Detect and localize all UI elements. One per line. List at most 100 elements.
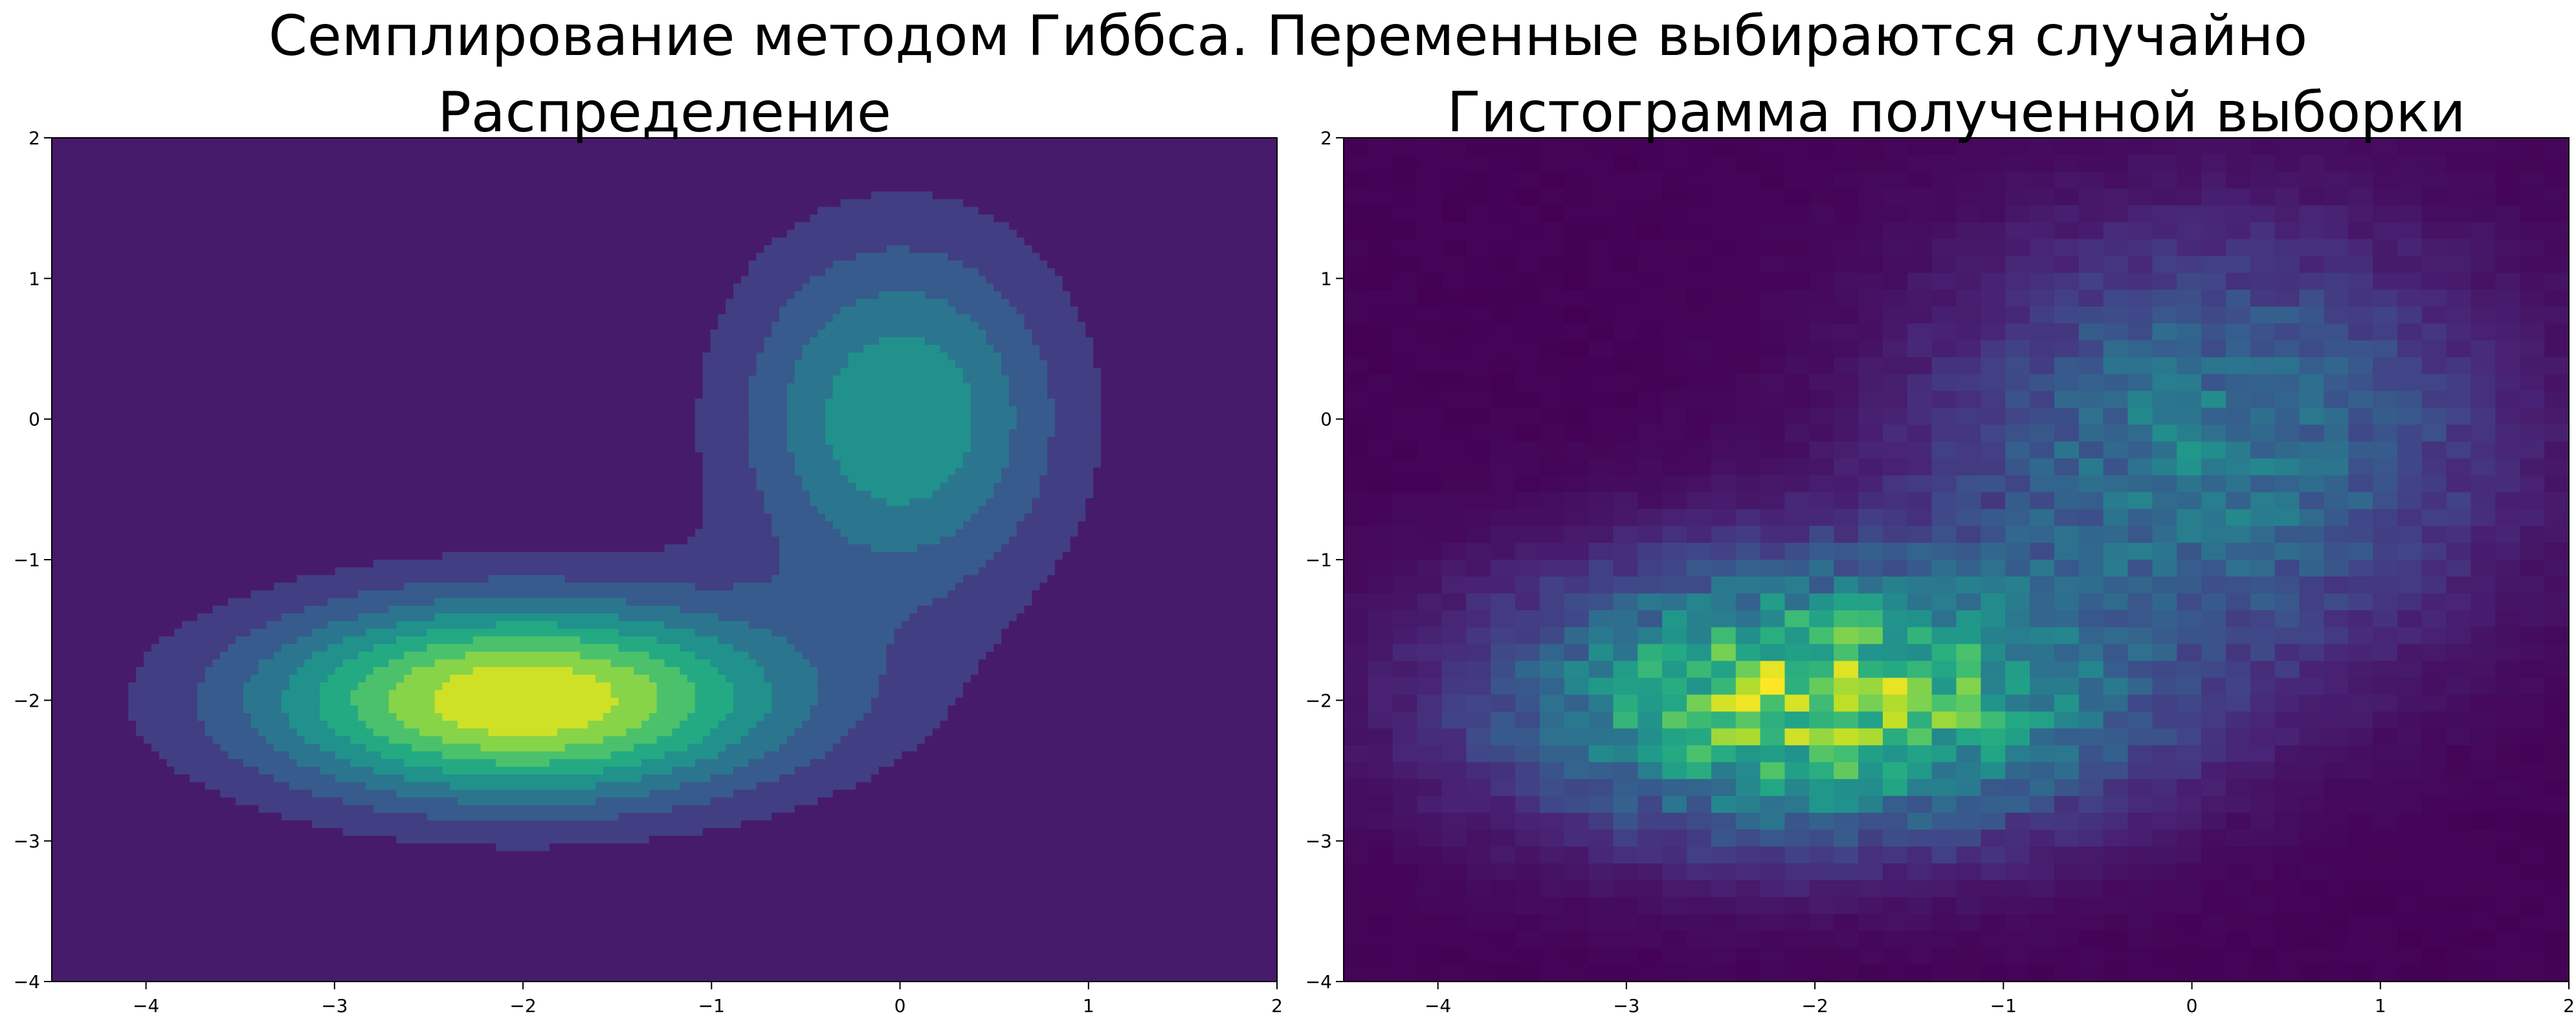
y-tick-label: −2: [14, 690, 40, 711]
histogram-bin: [1417, 728, 1443, 746]
histogram-bin: [1784, 492, 1810, 510]
histogram-bin: [1882, 593, 1908, 611]
histogram-bin: [1539, 306, 1565, 324]
histogram-bin: [1368, 880, 1393, 898]
histogram-bin: [1466, 762, 1491, 780]
histogram-bin: [2274, 745, 2300, 763]
histogram-bin: [2544, 188, 2570, 206]
histogram-bin: [2177, 222, 2202, 240]
histogram-bin: [1956, 576, 1981, 594]
histogram-bin: [1662, 205, 1687, 223]
histogram-bin: [1981, 661, 2006, 679]
histogram-bin: [1515, 542, 1540, 560]
histogram-bin: [1784, 138, 1810, 155]
contour-band-level-3: [388, 606, 680, 614]
histogram-bin: [2078, 576, 2104, 594]
histogram-bin: [2348, 272, 2373, 291]
histogram-bin: [1491, 863, 1516, 881]
histogram-bin: [1613, 711, 1638, 729]
histogram-bin: [1931, 897, 1957, 915]
contour-band-level-0: [52, 544, 665, 553]
histogram-bin: [2225, 272, 2251, 291]
histogram-bin: [1760, 813, 1786, 830]
histogram-bin: [1491, 188, 1516, 206]
contour-band-level-2: [733, 582, 956, 591]
histogram-bin: [1931, 930, 1957, 949]
histogram-bin: [2103, 408, 2129, 425]
contour-band-level-1: [128, 713, 198, 721]
histogram-bin: [2471, 391, 2496, 408]
histogram-bin: [1368, 256, 1393, 274]
histogram-bin: [1760, 677, 1786, 696]
histogram-bin: [2348, 306, 2373, 324]
histogram-bin: [1588, 560, 1614, 577]
histogram-bin: [2520, 441, 2545, 459]
histogram-bin: [1858, 610, 1883, 628]
contour-band-level-7: [603, 713, 650, 721]
histogram-bin: [2005, 779, 2030, 796]
histogram-bin: [2030, 374, 2055, 391]
histogram-bin: [2373, 779, 2398, 796]
contour-band-level-1: [664, 544, 780, 553]
histogram-bin: [1368, 610, 1393, 628]
contour-band-level-0: [1100, 399, 1278, 407]
histogram-bin: [2250, 728, 2276, 746]
histogram-bin: [2103, 846, 2129, 864]
histogram-bin: [1638, 306, 1663, 324]
contour-band-level-7: [396, 713, 443, 721]
contour-band-level-0: [1085, 322, 1278, 330]
histogram-bin: [2152, 475, 2177, 493]
histogram-bin: [1638, 475, 1663, 493]
histogram-bin: [2495, 677, 2520, 696]
histogram-bin: [1834, 930, 1859, 949]
histogram-bin: [2152, 424, 2177, 443]
histogram-bin: [2397, 610, 2423, 628]
histogram-bin: [1539, 357, 1565, 375]
histogram-bin: [1834, 897, 1859, 915]
histogram-bin: [1638, 340, 1663, 358]
histogram-bin: [2201, 222, 2226, 240]
histogram-bin: [1564, 829, 1590, 847]
histogram-bin: [2054, 272, 2080, 291]
histogram-bin: [1466, 930, 1491, 949]
contour-band-level-0: [1093, 345, 1278, 353]
histogram-bin: [1858, 897, 1883, 915]
histogram-bin: [1809, 374, 1834, 391]
histogram-bin: [1344, 661, 1369, 679]
histogram-bin: [1613, 357, 1638, 375]
histogram-bin: [1344, 205, 1369, 223]
contour-band-level-3: [748, 728, 795, 737]
contour-band-level-1: [136, 728, 206, 737]
contour-band-level-5: [396, 636, 474, 644]
histogram-bin: [2373, 424, 2398, 443]
histogram-bin: [1491, 880, 1516, 898]
histogram-bin: [1687, 846, 1712, 864]
histogram-bin: [1344, 155, 1369, 172]
histogram-bin: [1638, 627, 1663, 644]
histogram-bin: [1368, 239, 1393, 257]
histogram-bin: [1662, 728, 1687, 746]
histogram-bin: [1441, 155, 1467, 172]
contour-band-level-1: [151, 743, 221, 752]
contour-band-level-2: [970, 314, 1025, 323]
contour-band-level-0: [1093, 337, 1278, 346]
histogram-bin: [2103, 239, 2129, 257]
histogram-bin: [1344, 272, 1369, 291]
contour-band-level-2: [1001, 360, 1048, 369]
contour-band-level-0: [52, 759, 168, 767]
histogram-bin: [2348, 576, 2373, 594]
contour-band-level-4: [878, 337, 926, 346]
histogram-bin: [1417, 813, 1443, 830]
histogram-bin: [1638, 138, 1663, 155]
histogram-bin: [1735, 391, 1761, 408]
histogram-bin: [1760, 593, 1786, 611]
histogram-bin: [1441, 813, 1467, 830]
histogram-bin: [2152, 525, 2177, 543]
histogram-bin: [1613, 846, 1638, 864]
histogram-bin: [2373, 542, 2398, 560]
histogram-bin: [1588, 779, 1614, 796]
histogram-bin: [2324, 947, 2349, 965]
contour-band-level-1: [856, 720, 941, 729]
contour-band-level-6: [373, 666, 412, 675]
